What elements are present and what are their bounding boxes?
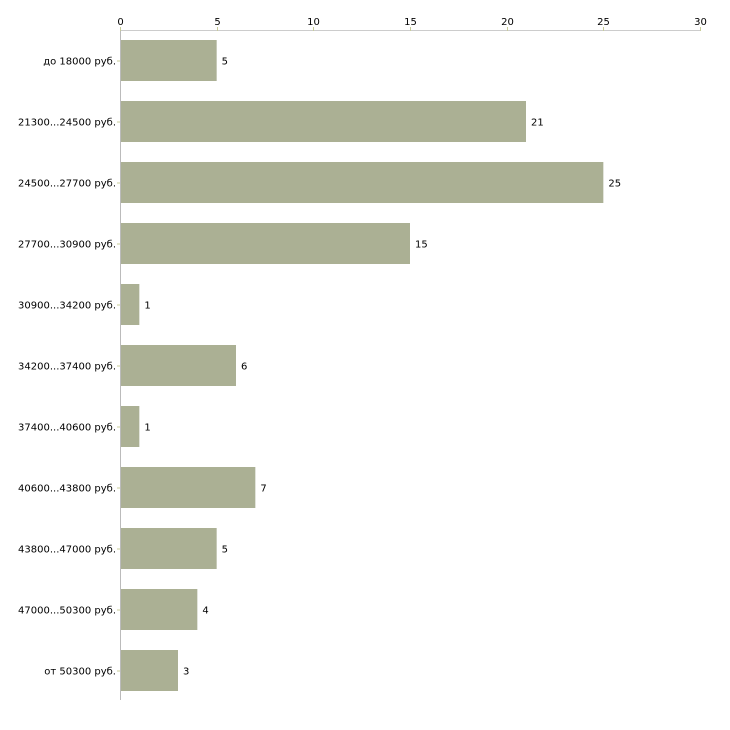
x-tick-label: 5 xyxy=(214,17,220,28)
bar xyxy=(121,40,217,81)
category-label: 34200...37400 руб. xyxy=(18,362,116,373)
category-label: 30900...34200 руб. xyxy=(18,301,116,312)
category-label: от 50300 руб. xyxy=(44,667,116,678)
bar xyxy=(121,345,236,386)
data-label: 4 xyxy=(202,606,208,617)
bar xyxy=(121,467,256,508)
x-tick-label: 30 xyxy=(694,17,707,28)
x-tick-label: 15 xyxy=(404,17,417,28)
category-label: до 18000 руб. xyxy=(43,57,116,68)
data-label: 1 xyxy=(144,301,150,312)
data-label: 5 xyxy=(222,545,228,556)
category-label: 24500...27700 руб. xyxy=(18,179,116,190)
bar xyxy=(121,528,217,569)
data-label: 15 xyxy=(415,240,428,251)
data-label: 3 xyxy=(183,667,189,678)
category-label: 40600...43800 руб. xyxy=(18,484,116,495)
category-label: 37400...40600 руб. xyxy=(18,423,116,434)
bar xyxy=(121,589,198,630)
category-label: 21300...24500 руб. xyxy=(18,118,116,129)
data-label: 25 xyxy=(608,179,621,190)
data-label: 21 xyxy=(531,118,544,129)
data-label: 6 xyxy=(241,362,247,373)
category-label: 27700...30900 руб. xyxy=(18,240,116,251)
x-tick-label: 20 xyxy=(501,17,514,28)
x-tick-label: 10 xyxy=(307,17,320,28)
data-label: 1 xyxy=(144,423,150,434)
category-label: 43800...47000 руб. xyxy=(18,545,116,556)
data-label: 5 xyxy=(222,57,228,68)
bar xyxy=(121,284,140,325)
bar xyxy=(121,101,526,142)
category-label: 47000...50300 руб. xyxy=(18,606,116,617)
bar xyxy=(121,406,140,447)
x-tick-label: 25 xyxy=(597,17,610,28)
bar xyxy=(121,223,410,264)
x-tick-label: 0 xyxy=(117,17,123,28)
data-label: 7 xyxy=(260,484,266,495)
bar xyxy=(121,162,604,203)
bar xyxy=(121,650,178,691)
